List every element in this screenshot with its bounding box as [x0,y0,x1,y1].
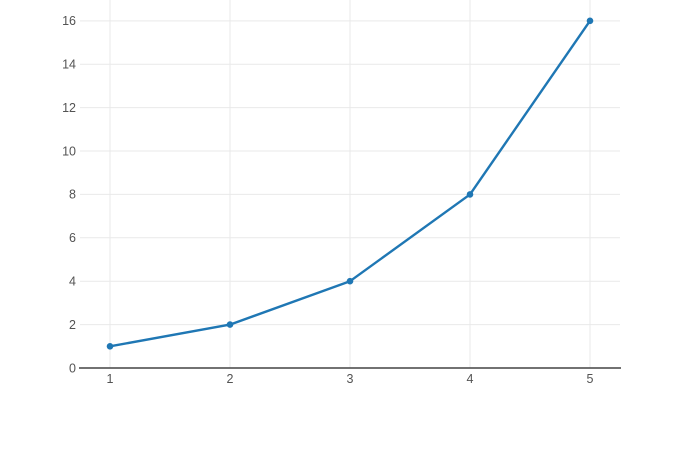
y-tick-label: 6 [69,231,76,245]
y-tick-label: 2 [69,318,76,332]
y-tick-label: 12 [62,101,76,115]
data-point-marker[interactable] [466,191,474,198]
y-tick-label: 0 [69,361,76,375]
y-tick-label: 14 [62,58,76,72]
x-tick-label: 2 [227,372,234,386]
x-tick-label: 4 [467,372,474,386]
y-tick-label: 10 [62,144,76,158]
x-tick-label: 3 [347,372,354,386]
data-point-marker[interactable] [226,321,234,328]
y-tick-label: 4 [69,275,76,289]
data-point-marker[interactable] [586,17,594,25]
x-tick-label: 5 [587,372,594,386]
x-tick-label: 1 [107,372,114,386]
y-tick-label: 16 [62,14,76,28]
y-tick-label: 8 [69,188,76,202]
data-point-marker[interactable] [346,277,354,285]
data-point-marker[interactable] [106,343,114,350]
